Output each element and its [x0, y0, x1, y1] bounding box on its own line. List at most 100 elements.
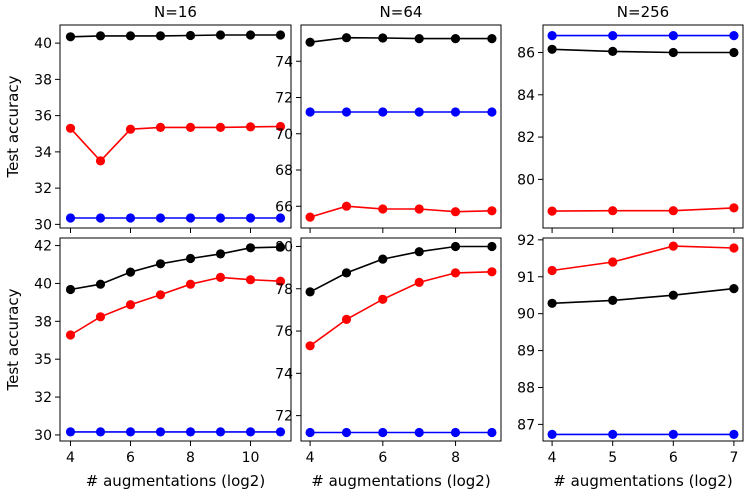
x-tick-label: 6: [378, 450, 387, 466]
y-tick-label: 74: [275, 54, 293, 70]
data-point: [275, 242, 286, 252]
data-point: [378, 33, 388, 43]
data-point: [414, 34, 424, 44]
data-point: [487, 241, 497, 252]
series-group: [65, 242, 286, 437]
y-axis-label: Test accuracy: [4, 288, 22, 391]
data-point: [275, 30, 286, 40]
x-tick-label: 6: [669, 450, 678, 466]
data-point: [215, 272, 226, 282]
data-point: [245, 243, 256, 253]
data-point: [125, 124, 136, 134]
panel-5: 72 74 76 78 80 4 6 8 # augmentations (log2): [275, 237, 502, 490]
data-point: [245, 427, 256, 437]
y-tick-label: 72: [275, 91, 293, 107]
data-point: [487, 267, 497, 277]
x-axis-label: # augmentations (log2): [553, 472, 732, 490]
series-line: [552, 207, 734, 212]
y-tick-label: 66: [275, 199, 293, 215]
data-point: [275, 213, 286, 223]
series-line: [70, 276, 281, 336]
data-point: [155, 427, 166, 437]
data-point: [414, 107, 424, 117]
data-point: [155, 122, 166, 132]
data-point: [608, 429, 618, 439]
data-point: [668, 30, 678, 41]
panel-title: N=64: [380, 3, 423, 21]
series-line: [309, 205, 492, 218]
data-point: [125, 300, 136, 310]
y-tick-label: 32: [34, 181, 52, 197]
data-point: [245, 122, 256, 132]
data-point: [668, 241, 678, 251]
series-line: [552, 48, 734, 54]
x-axis-label: # augmentations (log2): [311, 472, 490, 490]
axes-frame: [542, 237, 744, 442]
y-tick-label: 38: [34, 314, 52, 330]
y-tick-label: 68: [275, 163, 293, 179]
data-point: [185, 213, 196, 223]
y-tick-label: 35: [34, 352, 52, 368]
data-point: [275, 121, 286, 132]
data-point: [305, 37, 315, 47]
data-point: [729, 284, 739, 294]
y-axis-label: Test accuracy: [4, 75, 22, 178]
y-tick-label: 36: [34, 109, 52, 125]
data-point: [608, 295, 618, 305]
data-point: [215, 122, 226, 132]
panel-1: 30 32 34 36 38 40 N=16 Test accuracy: [4, 3, 292, 233]
data-point: [245, 275, 256, 285]
y-tick-label: 76: [275, 324, 293, 340]
x-axis-label: # augmentations (log2): [86, 472, 265, 490]
data-point: [450, 268, 461, 278]
panel-4: 30 32 35 38 40 42 4 6 8 10 # augmentations (log2) T…: [4, 237, 292, 490]
data-point: [378, 294, 388, 304]
y-tick-label: 88: [517, 380, 535, 396]
data-point: [305, 341, 315, 351]
data-point: [547, 298, 557, 308]
series-group: [547, 30, 739, 216]
data-point: [185, 122, 196, 132]
data-point: [125, 427, 136, 437]
series-line: [309, 245, 492, 293]
axes-frame: [300, 237, 502, 442]
data-point: [729, 203, 739, 213]
data-point: [185, 30, 196, 41]
x-tick-label: 10: [242, 450, 260, 466]
y-tick-label: 84: [517, 88, 535, 104]
panel-title: N=16: [154, 3, 197, 21]
series-group: [305, 241, 497, 438]
y-tick-label: 82: [517, 130, 535, 146]
y-tick-label: 34: [34, 145, 52, 161]
data-point: [305, 427, 315, 438]
data-point: [215, 30, 226, 40]
y-tick-label: 91: [517, 270, 535, 286]
data-point: [275, 276, 286, 286]
y-tick-label: 78: [275, 282, 293, 298]
y-tick-label: 30: [34, 217, 52, 233]
series-line: [552, 287, 734, 305]
y-tick-label: 80: [275, 239, 293, 255]
data-point: [65, 330, 76, 340]
data-point: [487, 427, 497, 438]
data-point: [65, 213, 76, 223]
data-point: [547, 44, 557, 54]
series-line: [310, 36, 492, 43]
data-point: [95, 279, 106, 289]
y-tick-label: 92: [517, 233, 535, 249]
data-point: [305, 287, 315, 297]
data-point: [450, 241, 461, 252]
data-point: [487, 107, 497, 117]
data-point: [245, 30, 256, 40]
data-point: [487, 34, 497, 44]
data-point: [65, 123, 76, 133]
data-point: [155, 259, 166, 269]
y-tick-label: 74: [275, 366, 293, 382]
data-point: [414, 204, 424, 214]
data-point: [414, 247, 424, 257]
data-point: [341, 201, 352, 211]
data-point: [65, 427, 76, 437]
data-point: [450, 207, 461, 217]
axes-frame: [542, 24, 744, 229]
